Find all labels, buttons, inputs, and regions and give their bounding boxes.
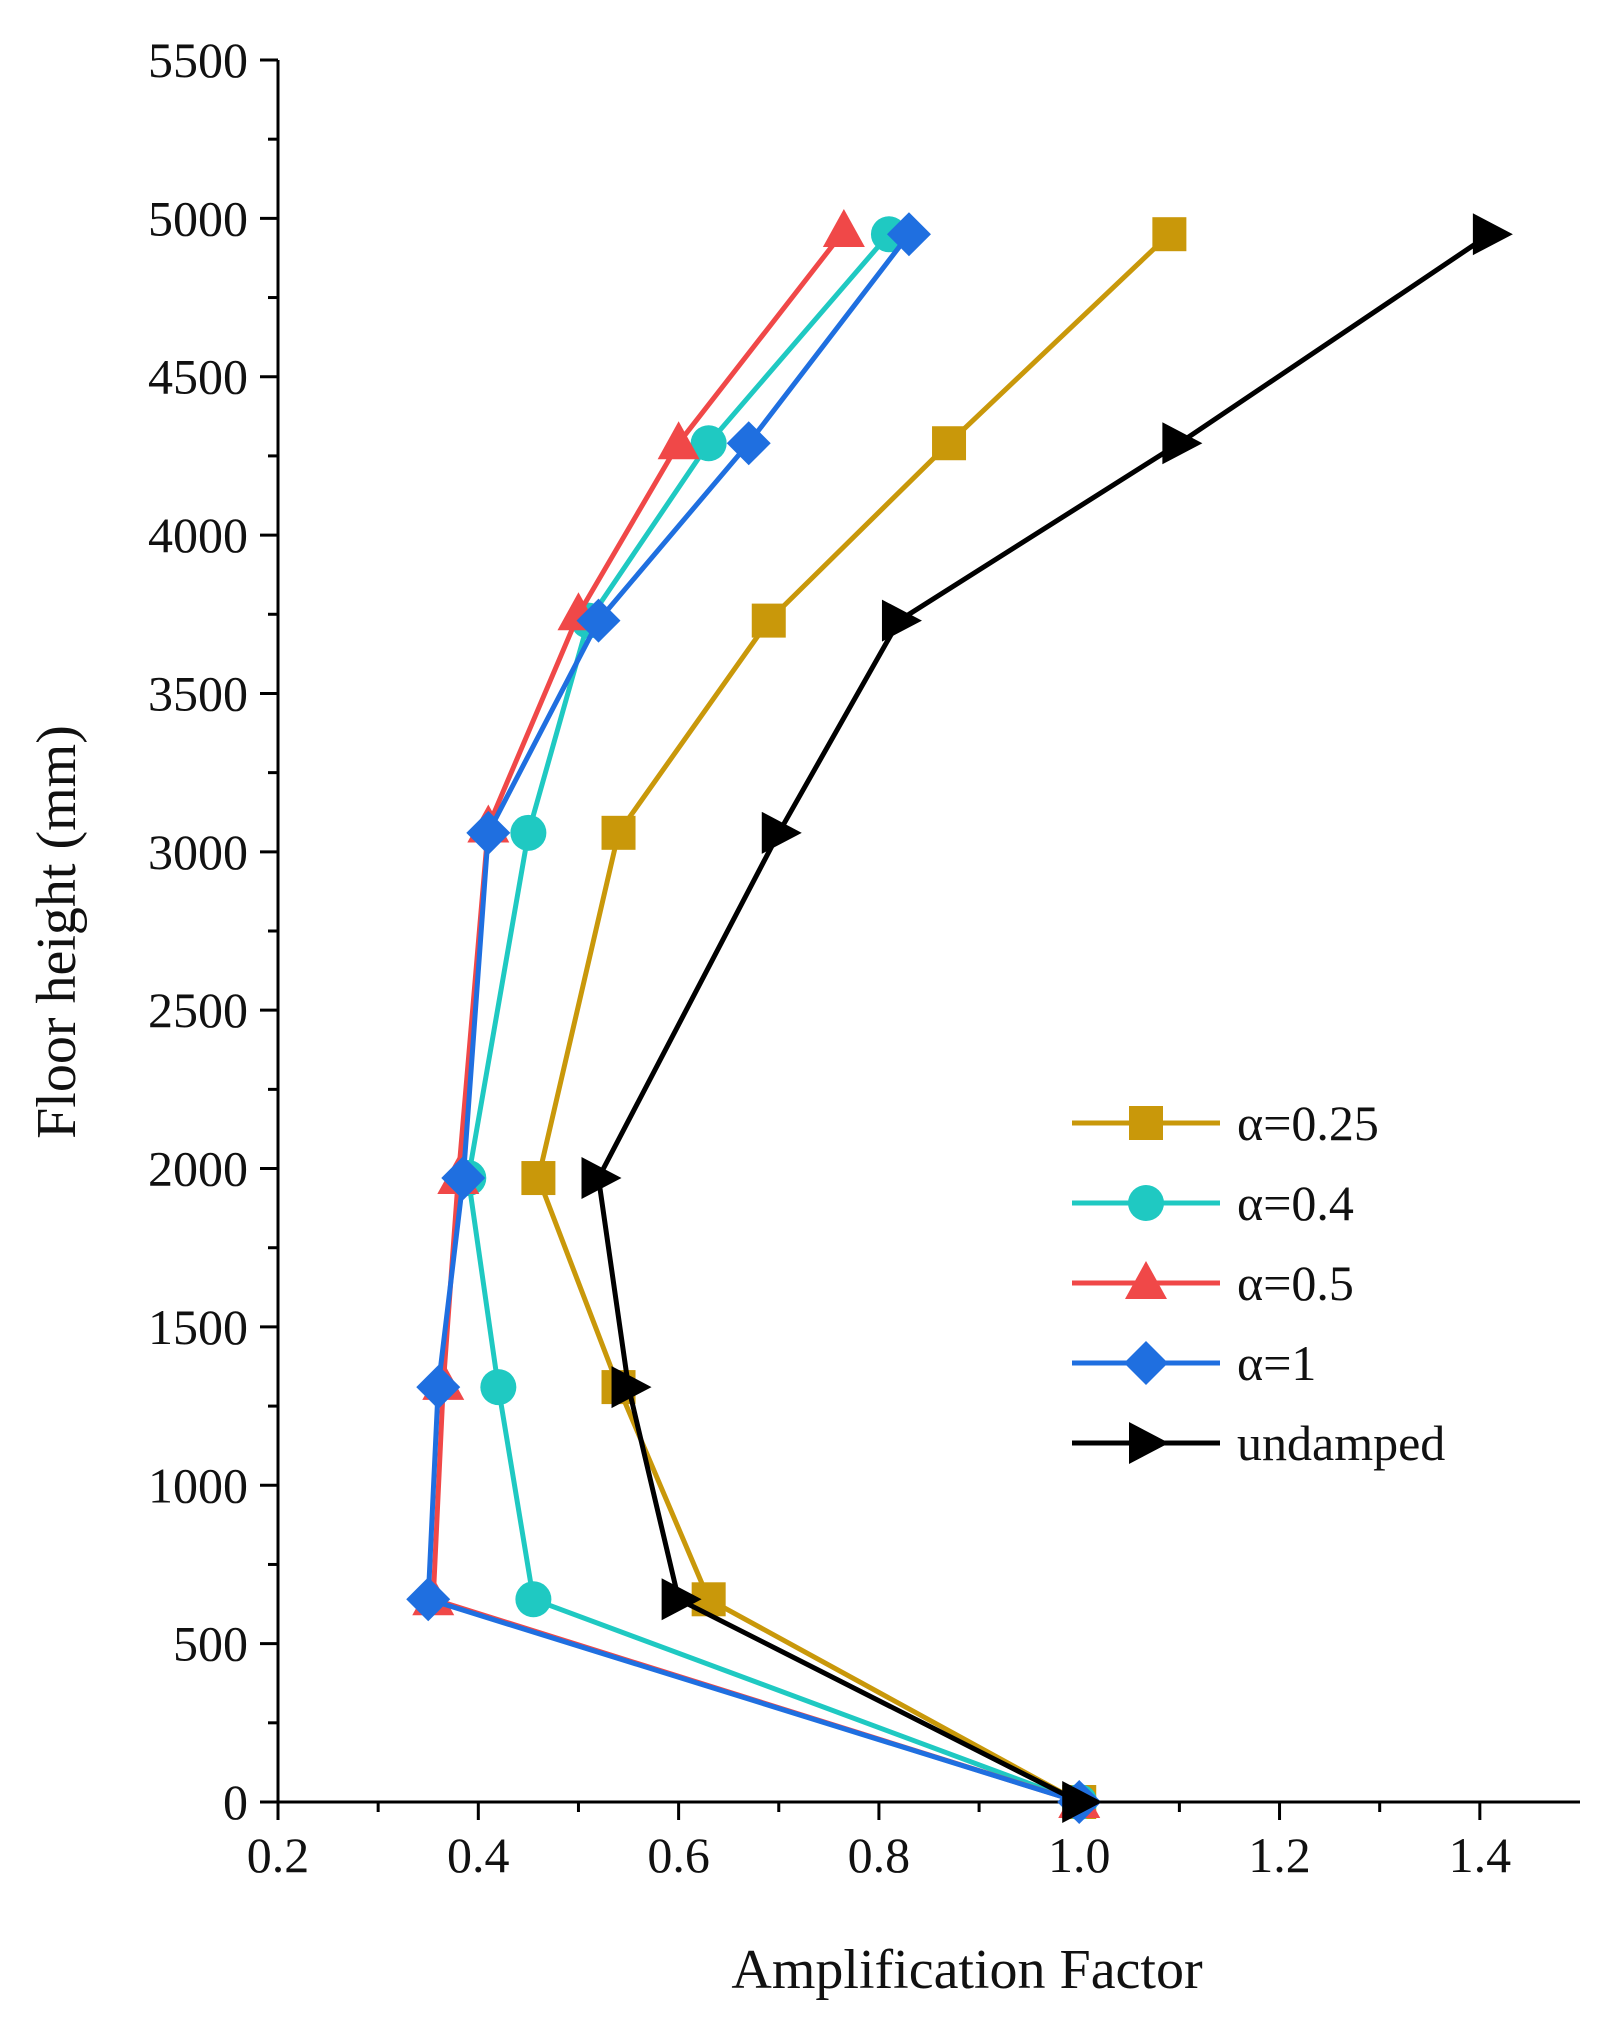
y-tick-label: 4500 <box>148 349 248 405</box>
y-axis-title: Floor height (mm) <box>26 725 88 1139</box>
data-point <box>480 1369 517 1406</box>
data-point <box>822 209 865 248</box>
data-point <box>886 212 931 257</box>
x-tick-label: 0.8 <box>848 1827 911 1883</box>
data-point <box>441 1156 486 1201</box>
y-tick-label: 1500 <box>148 1299 248 1355</box>
data-point <box>601 815 636 850</box>
y-tick-label: 4000 <box>148 507 248 563</box>
x-axis-title: Amplification Factor <box>731 1939 1203 2001</box>
y-tick-label: 3000 <box>148 824 248 880</box>
legend: α=0.25 α=0.4 α=0.5 α=1 undamped <box>1072 1095 1445 1471</box>
data-point <box>515 1581 552 1618</box>
series-4 <box>581 213 1513 1823</box>
series-line <box>465 232 1081 1805</box>
legend-marker <box>1124 1341 1168 1385</box>
data-point <box>761 811 802 854</box>
legend-label: α=0.25 <box>1237 1095 1379 1151</box>
legend-label: α=0.5 <box>1237 1255 1354 1311</box>
data-point <box>466 810 511 855</box>
legend-marker <box>1128 1185 1164 1221</box>
series-0 <box>521 217 1187 1819</box>
y-tick-label: 500 <box>173 1616 248 1672</box>
data-point <box>690 425 727 462</box>
y-tick-label: 3500 <box>148 665 248 721</box>
data-point <box>1472 213 1513 256</box>
data-point <box>521 1161 556 1196</box>
legend-item: undamped <box>1072 1415 1445 1471</box>
series-line <box>596 232 1492 1805</box>
data-point <box>726 421 771 466</box>
y-tick-label: 2500 <box>148 982 248 1038</box>
data-point <box>611 1366 652 1409</box>
legend-item: α=0.5 <box>1072 1255 1354 1311</box>
series-1 <box>450 216 1098 1820</box>
data-point <box>416 1365 461 1410</box>
legend-label: α=1 <box>1237 1335 1316 1391</box>
data-point <box>1062 1781 1103 1823</box>
data-point <box>581 1157 622 1200</box>
x-tick-label: 1.2 <box>1248 1827 1311 1883</box>
series-layer <box>406 209 1513 1824</box>
data-point <box>406 1577 451 1622</box>
x-tick-label: 0.4 <box>447 1827 510 1883</box>
series-line <box>535 232 1172 1805</box>
data-point <box>881 599 922 642</box>
legend-label: undamped <box>1237 1415 1445 1471</box>
x-tick-label: 1.4 <box>1449 1827 1512 1883</box>
data-point <box>661 1578 702 1621</box>
x-tick-label: 0.2 <box>247 1827 310 1883</box>
data-point <box>1162 422 1203 465</box>
y-tick-label: 5000 <box>148 190 248 246</box>
data-point <box>576 598 621 643</box>
y-tick-label: 2000 <box>148 1141 248 1197</box>
legend-marker <box>1129 1422 1169 1464</box>
y-tick-label: 1000 <box>148 1457 248 1513</box>
data-point <box>1152 217 1187 252</box>
data-point <box>510 814 547 851</box>
y-tick-label: 0 <box>223 1774 248 1830</box>
data-point <box>657 421 700 460</box>
legend-marker <box>1125 1261 1167 1299</box>
series-line <box>425 232 1080 1805</box>
legend-item: α=1 <box>1072 1335 1316 1391</box>
y-tick-label: 5500 <box>148 32 248 88</box>
x-tick-label: 0.6 <box>647 1827 710 1883</box>
data-point <box>932 426 967 461</box>
series-3 <box>406 212 1102 1824</box>
data-point <box>751 603 786 638</box>
axes: 0.2 0.4 0.6 0.8 1.0 1.2 1.4 0 500 1000 1500 2000 250… <box>148 32 1580 1883</box>
legend-item: α=0.4 <box>1072 1175 1354 1231</box>
legend-item: α=0.25 <box>1072 1095 1379 1151</box>
x-tick-label: 1.0 <box>1048 1827 1111 1883</box>
legend-label: α=0.4 <box>1237 1175 1354 1231</box>
series-line <box>430 229 1080 1805</box>
legend-marker <box>1129 1106 1163 1140</box>
